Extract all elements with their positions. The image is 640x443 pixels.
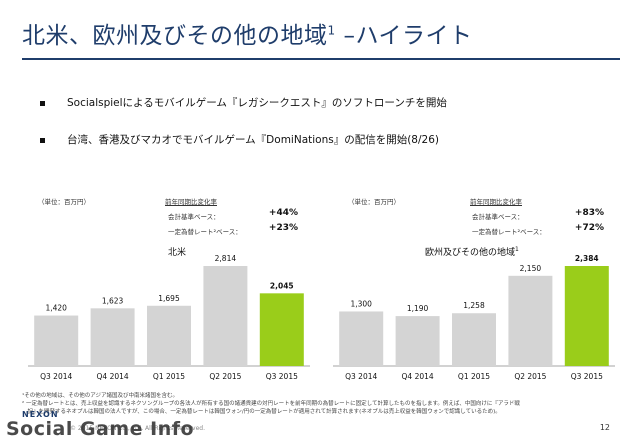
- footnote-1: ¹その他の地域は、その他のアジア諸国及び中南米諸国を含む。: [22, 393, 178, 399]
- yoy-label-constant-right: 一定為替レート²ベース：: [472, 228, 546, 236]
- bar-chart-north-america: 1,420 Q3 2014 1,623 Q4 2014 1,695 Q1 2015 2,81…: [28, 254, 310, 381]
- yoy-heading-right: 前年同期比変化率: [470, 198, 522, 206]
- bar-value-label: 1,258: [463, 301, 485, 310]
- bar-q4-2014: [90, 308, 135, 366]
- footnote-2: ² 一定為替レートとは、売上収益を認識するネクソングループの各法人が所有する国の…: [22, 401, 520, 407]
- yoy-label-accounting-left: 会計基準ベース：: [168, 213, 220, 221]
- yoy-value-accounting-left: +44%: [268, 208, 298, 218]
- category-label: Q2 2015: [209, 372, 241, 381]
- bar-q3-2014: [339, 311, 384, 366]
- yoy-value-accounting-right: +83%: [574, 208, 604, 218]
- bar-q4-2014: [395, 316, 440, 366]
- category-label: Q4 2014: [97, 372, 129, 381]
- unit-label-left: （単位：百万円）: [38, 198, 90, 206]
- page-title-sup: 1: [327, 23, 336, 38]
- bar-value-label: 2,384: [575, 254, 599, 263]
- bullet-text: Socialspielによるモバイルゲーム『レガシークエスト』のソフトローンチを…: [67, 97, 447, 109]
- bar-value-label: 1,623: [102, 296, 124, 305]
- yoy-label-constant-left: 一定為替レート²ベース：: [168, 228, 242, 236]
- yoy-value-constant-left: +23%: [268, 223, 298, 233]
- bar-value-label: 1,300: [350, 299, 372, 308]
- bar-value-label: 2,045: [270, 281, 294, 290]
- bar-q3-2014: [34, 315, 79, 366]
- category-label: Q3 2014: [345, 372, 377, 381]
- page-title-suffix: –ハイライト: [335, 23, 473, 49]
- chart-title-text: 北米: [168, 248, 187, 258]
- category-label: Q4 2014: [402, 372, 434, 381]
- bar-q2-2015: [203, 266, 248, 366]
- bar-value-label: 1,420: [45, 304, 67, 313]
- copyright-text: © 2015 NEXON Co., Ltd. All Rights Reserv…: [70, 425, 206, 432]
- bullet-item-1: Socialspielによるモバイルゲーム『レガシークエスト』のソフトローンチを…: [40, 95, 447, 110]
- bar-chart-europe-other: 1,300 Q3 2014 1,190 Q4 2014 1,258 Q1 2015 2,15…: [333, 254, 615, 381]
- yoy-heading-left: 前年同期比変化率: [165, 198, 217, 206]
- bar-q3-2015: [564, 266, 609, 366]
- category-label: Q3 2015: [571, 372, 603, 381]
- bar-value-label: 2,150: [520, 264, 542, 273]
- nexon-logo: NEXON: [22, 410, 59, 419]
- category-label: Q1 2015: [153, 372, 185, 381]
- watermark-logo: Social Game Info: [6, 418, 195, 440]
- title-rule: [22, 58, 620, 60]
- yoy-label-accounting-right: 会計基準ベース：: [472, 213, 524, 221]
- chart-title-text: 欧州及びその他の地域: [425, 248, 516, 258]
- bullet-text: 台湾、香港及びマカオでモバイルゲーム『DomiNations』の配信を開始(8/…: [67, 134, 439, 146]
- bar-value-label: 1,695: [158, 294, 180, 303]
- yoy-value-constant-right: +72%: [574, 223, 604, 233]
- footnote-3: 記』を開発するネオプルは韓国の法人ですが、この場合、一定為替レートは韓国ウォン/…: [22, 409, 501, 415]
- bar-value-label: 2,814: [215, 254, 237, 263]
- bar-q1-2015: [452, 313, 496, 366]
- category-label: Q1 2015: [458, 372, 490, 381]
- bullet-mark: [40, 100, 45, 106]
- bullet-item-2: 台湾、香港及びマカオでモバイルゲーム『DomiNations』の配信を開始(8/…: [40, 132, 439, 147]
- bar-q3-2015: [259, 293, 304, 366]
- page-number: 12: [599, 423, 610, 432]
- category-label: Q2 2015: [514, 372, 546, 381]
- page-title: 北米、欧州及びその他の地域1 –ハイライト: [22, 16, 473, 50]
- category-label: Q3 2014: [40, 372, 72, 381]
- chart-title-left: 北米: [168, 245, 186, 258]
- unit-label-right: （単位：百万円）: [348, 198, 400, 206]
- bar-q2-2015: [508, 275, 553, 366]
- page-title-main: 北米、欧州及びその他の地域: [22, 23, 328, 49]
- chart-title-right: 欧州及びその他の地域1: [425, 245, 519, 258]
- chart-title-sup: 1: [515, 246, 519, 253]
- bullet-mark: [40, 137, 45, 143]
- bar-q1-2015: [147, 305, 191, 366]
- category-label: Q3 2015: [266, 372, 298, 381]
- bar-value-label: 1,190: [407, 304, 429, 313]
